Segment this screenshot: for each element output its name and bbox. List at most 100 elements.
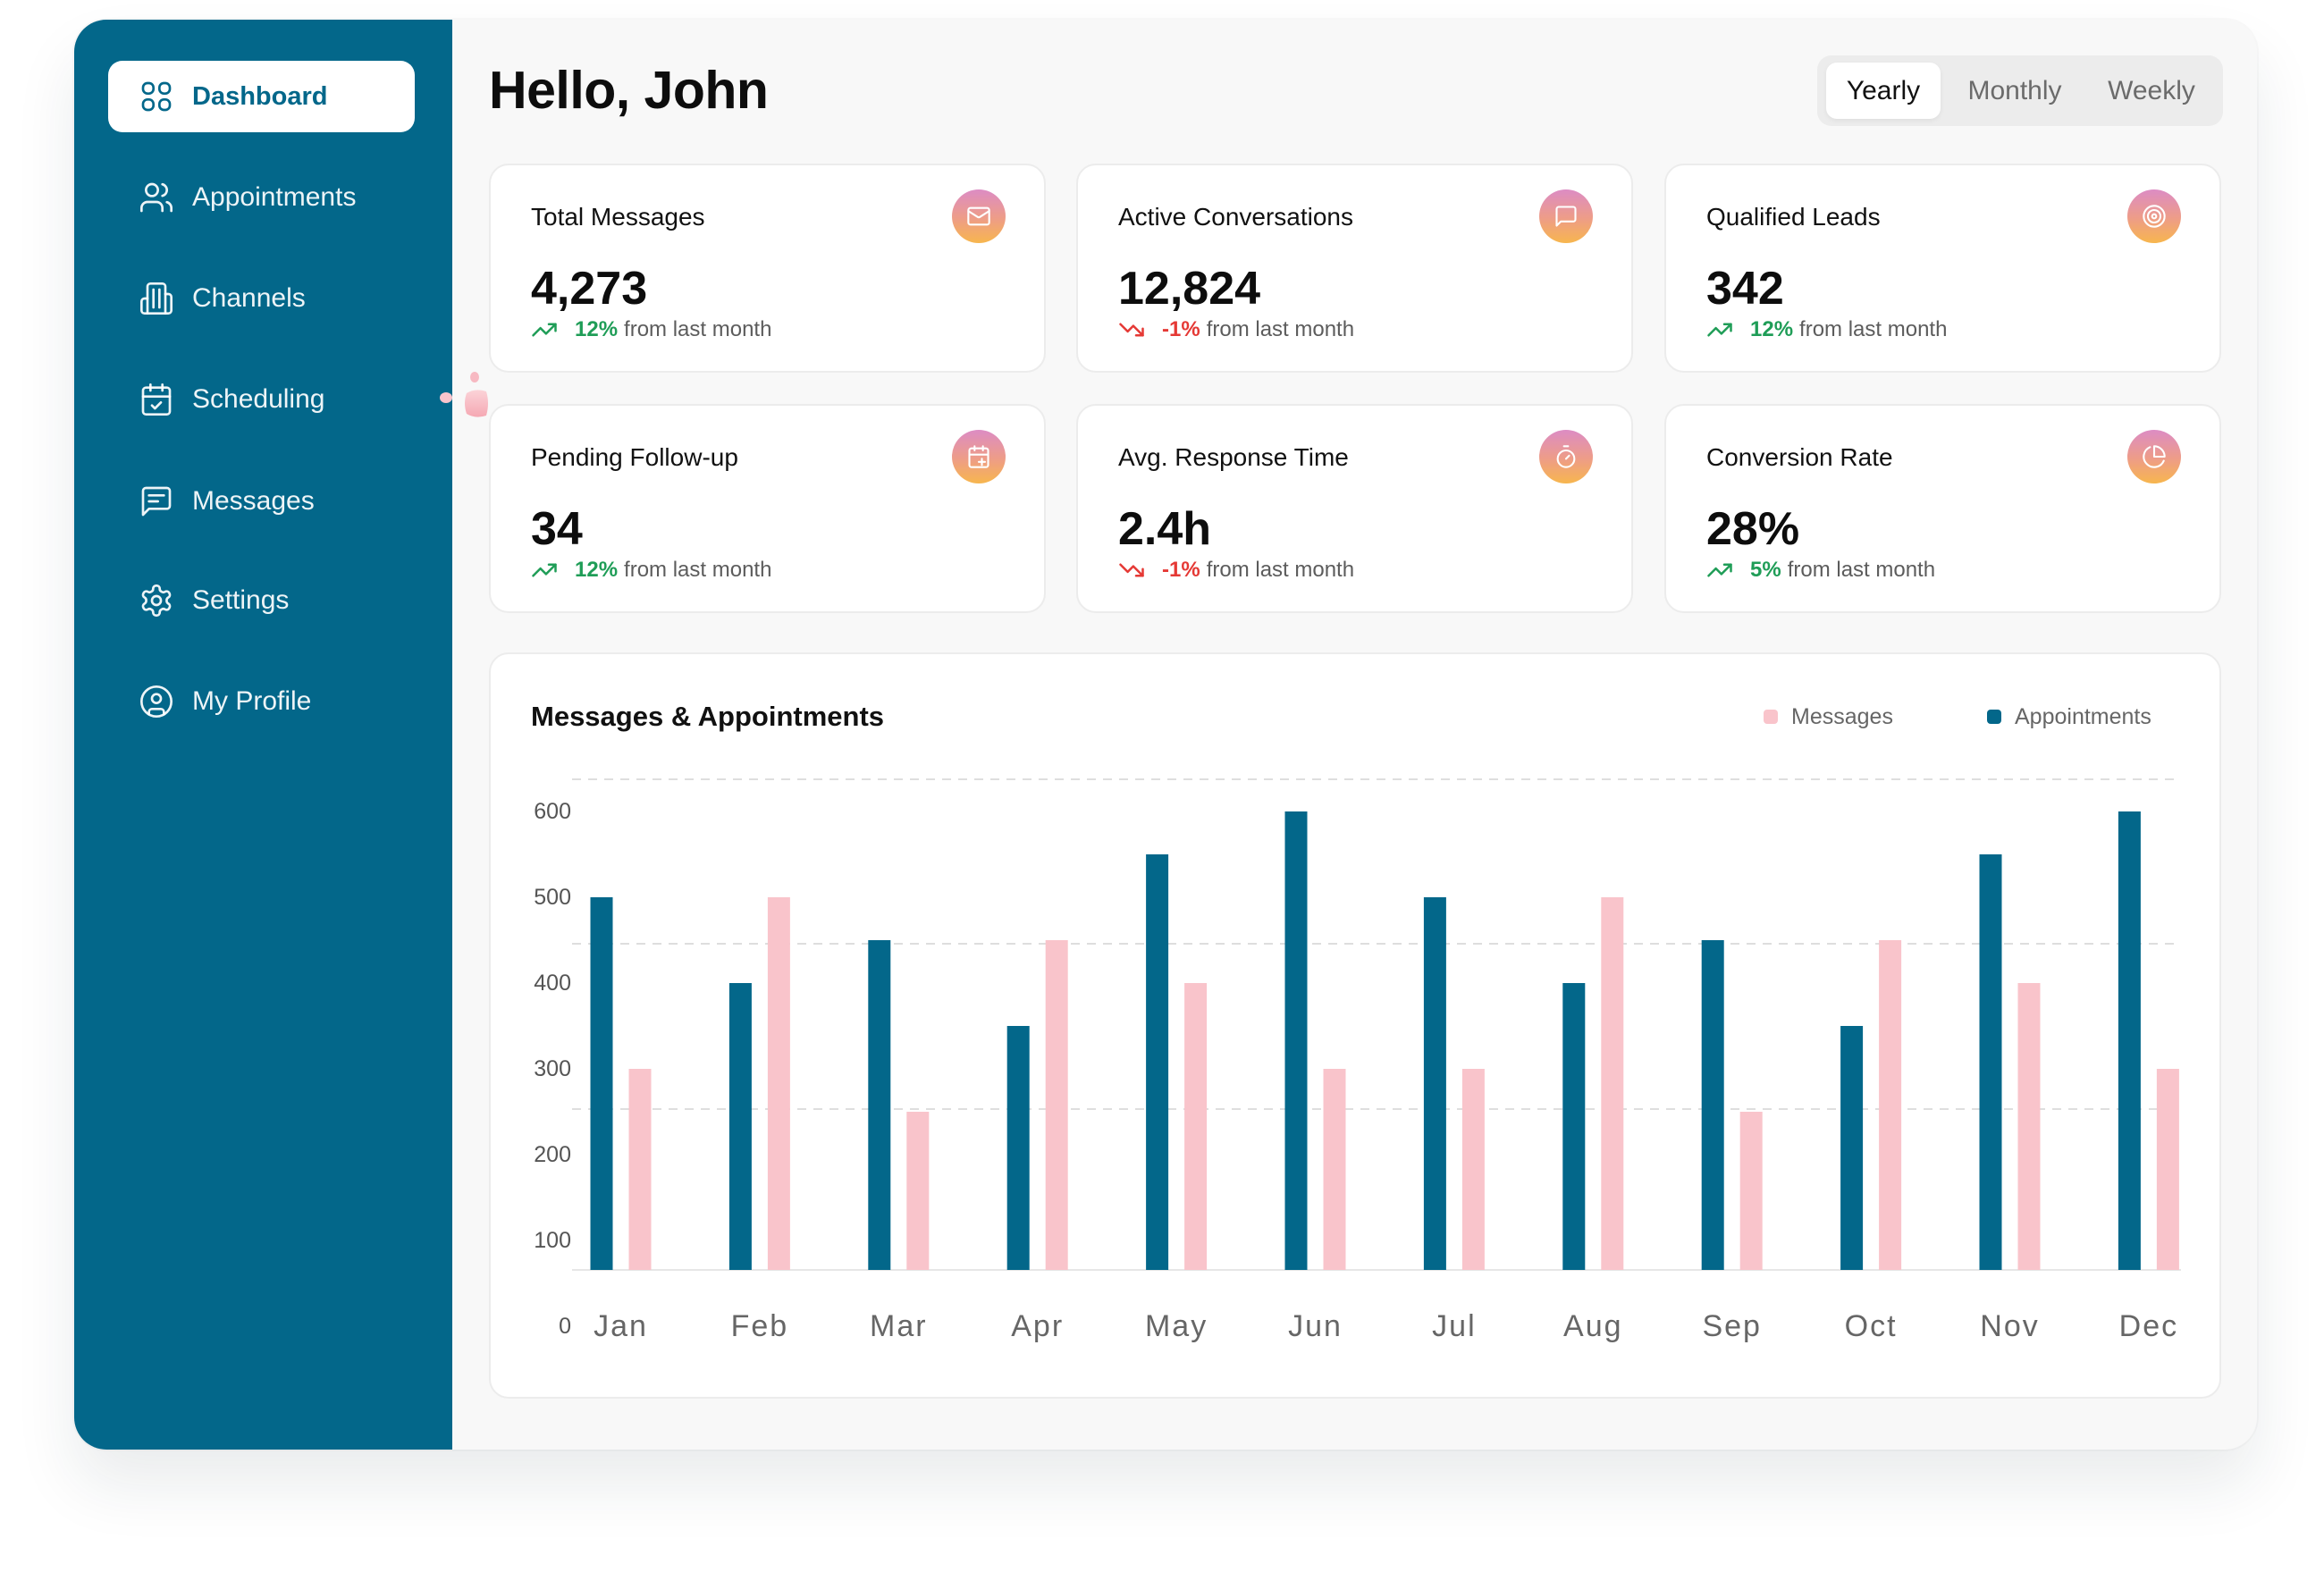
sidebar-item-settings[interactable]: Settings — [108, 565, 415, 636]
y-tick-label: 400 — [534, 971, 571, 996]
bar-messages-jan — [628, 1069, 652, 1270]
y-tick-label: 200 — [534, 1142, 571, 1167]
x-tick-label: Dec — [2119, 1309, 2178, 1343]
stat-change-suffix: from last month — [1787, 558, 1936, 582]
period-option-weekly[interactable]: Weekly — [2108, 76, 2195, 105]
x-tick-label: Jan — [594, 1309, 648, 1343]
mail-icon — [952, 189, 1006, 243]
stat-card-active-conversations: Active Conversations 12,824 -1% from las… — [1076, 164, 1633, 373]
stat-change-suffix: from last month — [1206, 317, 1355, 341]
bar-messages-oct — [1879, 940, 1902, 1270]
stat-change: -1% from last month — [1118, 316, 1354, 343]
stat-change-suffix: from last month — [1206, 558, 1355, 582]
sidebar-item-channels[interactable]: Channels — [108, 263, 415, 334]
stat-value: 12,824 — [1118, 263, 1261, 315]
sidebar-item-my-profile[interactable]: My Profile — [108, 666, 415, 737]
sidebar-item-appointments[interactable]: Appointments — [108, 162, 415, 233]
sidebar-item-label: Scheduling — [192, 384, 325, 414]
stat-card-avg-response-time: Avg. Response Time 2.4h -1% from last mo… — [1076, 404, 1633, 613]
sidebar-item-label: Dashboard — [192, 82, 328, 111]
stat-change-suffix: from last month — [624, 558, 772, 582]
y-tick-label: 0 — [559, 1314, 571, 1339]
legend-label-messages: Messages — [1791, 704, 1893, 729]
stat-card-conversion-rate: Conversion Rate 28% 5% from last month — [1664, 404, 2221, 613]
stat-value: 34 — [531, 503, 583, 555]
bar-appointments-aug — [1562, 983, 1586, 1270]
bar-appointments-nov — [1979, 854, 2002, 1270]
sidebar: Dashboard Appointments Channels Scheduli… — [74, 20, 452, 1450]
stat-change-percent: 5% — [1750, 558, 1781, 582]
stat-title: Avg. Response Time — [1118, 443, 1349, 471]
chart-title: Messages & Appointments — [531, 701, 885, 732]
x-tick-label: Sep — [1702, 1309, 1762, 1343]
x-tick-label: Feb — [731, 1309, 789, 1343]
stat-change-suffix: from last month — [1799, 317, 1948, 341]
user-circle-icon — [139, 684, 174, 719]
bar-messages-jul — [1461, 1069, 1485, 1270]
message-square-icon — [139, 483, 174, 519]
sidebar-item-label: Channels — [192, 283, 306, 313]
stat-value: 2.4h — [1118, 503, 1212, 555]
x-tick-label: Aug — [1563, 1309, 1623, 1343]
bar-appointments-may — [1146, 854, 1169, 1270]
sidebar-item-dashboard[interactable]: Dashboard — [108, 61, 415, 132]
decorative-petals — [440, 372, 488, 417]
stat-change-percent: -1% — [1162, 317, 1200, 341]
bar-messages-apr — [1045, 940, 1068, 1270]
stat-title: Qualified Leads — [1706, 203, 1881, 231]
y-tick-label: 600 — [534, 799, 571, 824]
page-title: Hello, John — [489, 61, 769, 120]
stat-change-percent: 12% — [1750, 317, 1794, 341]
period-toggle: Yearly Monthly Weekly — [1817, 55, 2223, 126]
x-tick-label: Oct — [1845, 1309, 1898, 1343]
gear-icon — [139, 583, 174, 618]
period-option-yearly[interactable]: Yearly — [1826, 63, 1941, 119]
sidebar-item-messages[interactable]: Messages — [108, 466, 415, 537]
y-tick-label: 300 — [534, 1056, 571, 1081]
period-option-monthly[interactable]: Monthly — [1967, 76, 2062, 105]
sidebar-item-label: My Profile — [192, 686, 312, 716]
stat-change-suffix: from last month — [624, 317, 772, 341]
bar-appointments-feb — [728, 983, 752, 1270]
sidebar-item-label: Messages — [192, 486, 315, 516]
bar-appointments-sep — [1701, 940, 1724, 1270]
bar-messages-jun — [1323, 1069, 1346, 1270]
building-icon — [139, 281, 174, 316]
message-square-icon — [1539, 189, 1593, 243]
bar-messages-mar — [906, 1112, 930, 1270]
sidebar-item-label: Settings — [192, 585, 290, 615]
bar-appointments-apr — [1006, 1026, 1030, 1270]
legend-swatch-appointments — [1987, 710, 2001, 724]
stat-change: 12% from last month — [531, 557, 771, 584]
stat-change: -1% from last month — [1118, 557, 1354, 584]
target-icon — [2127, 189, 2181, 243]
bar-appointments-jan — [590, 897, 613, 1270]
bar-messages-may — [1184, 983, 1208, 1270]
stat-title: Active Conversations — [1118, 203, 1354, 231]
x-tick-label: Mar — [870, 1309, 928, 1343]
stat-title: Pending Follow-up — [531, 443, 738, 471]
chart-card: Messages & Appointments Messages Appoint… — [489, 652, 2221, 1399]
stat-title: Total Messages — [531, 203, 705, 231]
sidebar-item-label: Appointments — [192, 182, 357, 212]
bar-appointments-oct — [1840, 1026, 1864, 1270]
pie-chart-icon — [2127, 430, 2181, 483]
stat-change-percent: -1% — [1162, 558, 1200, 582]
bar-messages-feb — [767, 897, 790, 1270]
stat-change-percent: 12% — [575, 558, 619, 582]
calendar-plus-icon — [952, 430, 1006, 483]
bar-appointments-dec — [2118, 811, 2141, 1270]
bar-appointments-jun — [1284, 811, 1308, 1270]
x-tick-label: Nov — [1980, 1309, 2039, 1343]
stat-value: 342 — [1706, 263, 1784, 315]
app-window: Dashboard Appointments Channels Scheduli… — [74, 20, 2257, 1450]
bar-messages-nov — [2017, 983, 2041, 1270]
stat-card-qualified-leads: Qualified Leads 342 12% from last month — [1664, 164, 2221, 373]
sidebar-item-scheduling[interactable]: Scheduling — [108, 364, 415, 435]
trend-up-icon — [1706, 316, 1733, 343]
trend-up-icon — [531, 316, 558, 343]
y-tick-label: 500 — [534, 885, 571, 910]
y-tick-label: 100 — [534, 1228, 571, 1253]
x-tick-label: Apr — [1011, 1309, 1064, 1343]
trend-up-icon — [1706, 557, 1733, 584]
